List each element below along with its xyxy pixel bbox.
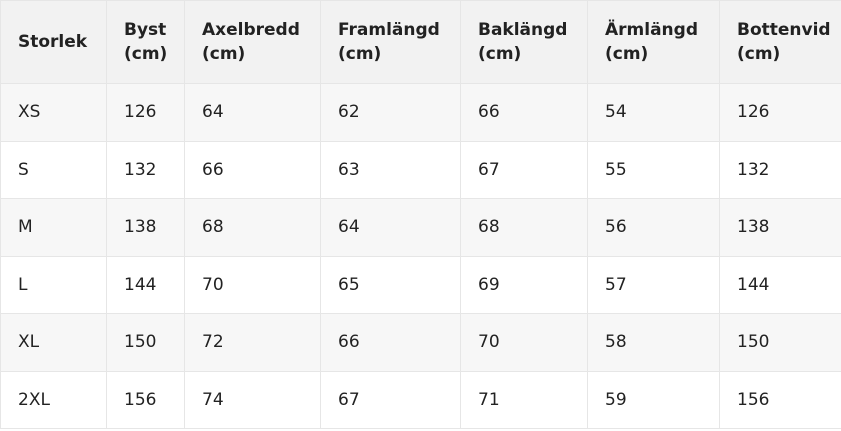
header-cell: Baklängd (cm) bbox=[460, 0, 588, 84]
table-body: XS 126 64 62 66 54 126 S 132 66 63 67 55 132 M 138 68 64 6… bbox=[0, 83, 841, 429]
measure-cell: 144 bbox=[106, 255, 185, 314]
size-cell: M bbox=[0, 198, 107, 257]
header-row: Storlek Byst (cm) Axelbredd (cm) Framlängd … bbox=[0, 0, 841, 84]
measure-cell: 156 bbox=[719, 370, 841, 429]
measure-cell: 63 bbox=[320, 140, 461, 199]
header-cell: Axelbredd (cm) bbox=[184, 0, 321, 84]
table-row: L 144 70 65 69 57 144 bbox=[0, 255, 841, 314]
measure-cell: 57 bbox=[587, 255, 720, 314]
measure-cell: 69 bbox=[460, 255, 588, 314]
measure-cell: 67 bbox=[460, 140, 588, 199]
measure-cell: 65 bbox=[320, 255, 461, 314]
header-cell: Ärmlängd (cm) bbox=[587, 0, 720, 84]
measure-cell: 59 bbox=[587, 370, 720, 429]
measure-cell: 138 bbox=[719, 198, 841, 257]
measure-cell: 132 bbox=[719, 140, 841, 199]
size-cell: XS bbox=[0, 83, 107, 142]
measure-cell: 71 bbox=[460, 370, 588, 429]
size-cell: 2XL bbox=[0, 370, 107, 429]
measure-cell: 132 bbox=[106, 140, 185, 199]
measure-cell: 54 bbox=[587, 83, 720, 142]
size-cell: XL bbox=[0, 313, 107, 372]
measure-cell: 68 bbox=[184, 198, 321, 257]
table-row: M 138 68 64 68 56 138 bbox=[0, 198, 841, 257]
measure-cell: 56 bbox=[587, 198, 720, 257]
measure-cell: 67 bbox=[320, 370, 461, 429]
table-row: 2XL 156 74 67 71 59 156 bbox=[0, 370, 841, 429]
measure-cell: 126 bbox=[719, 83, 841, 142]
header-cell: Byst (cm) bbox=[106, 0, 185, 84]
header-cell: Storlek bbox=[0, 0, 107, 84]
measure-cell: 66 bbox=[460, 83, 588, 142]
measure-cell: 150 bbox=[719, 313, 841, 372]
measure-cell: 55 bbox=[587, 140, 720, 199]
header-cell: Framlängd (cm) bbox=[320, 0, 461, 84]
measure-cell: 126 bbox=[106, 83, 185, 142]
measure-cell: 150 bbox=[106, 313, 185, 372]
measure-cell: 70 bbox=[460, 313, 588, 372]
measure-cell: 156 bbox=[106, 370, 185, 429]
measure-cell: 144 bbox=[719, 255, 841, 314]
measure-cell: 66 bbox=[184, 140, 321, 199]
measure-cell: 62 bbox=[320, 83, 461, 142]
measure-cell: 72 bbox=[184, 313, 321, 372]
measure-cell: 138 bbox=[106, 198, 185, 257]
measure-cell: 70 bbox=[184, 255, 321, 314]
table-row: S 132 66 63 67 55 132 bbox=[0, 140, 841, 199]
measure-cell: 58 bbox=[587, 313, 720, 372]
measure-cell: 68 bbox=[460, 198, 588, 257]
table-row: XL 150 72 66 70 58 150 bbox=[0, 313, 841, 372]
header-cell: Bottenvid (cm) bbox=[719, 0, 841, 84]
table-header: Storlek Byst (cm) Axelbredd (cm) Framlängd … bbox=[0, 0, 841, 84]
size-cell: L bbox=[0, 255, 107, 314]
measure-cell: 74 bbox=[184, 370, 321, 429]
measure-cell: 64 bbox=[184, 83, 321, 142]
measure-cell: 66 bbox=[320, 313, 461, 372]
table-row: XS 126 64 62 66 54 126 bbox=[0, 83, 841, 142]
measure-cell: 64 bbox=[320, 198, 461, 257]
size-cell: S bbox=[0, 140, 107, 199]
